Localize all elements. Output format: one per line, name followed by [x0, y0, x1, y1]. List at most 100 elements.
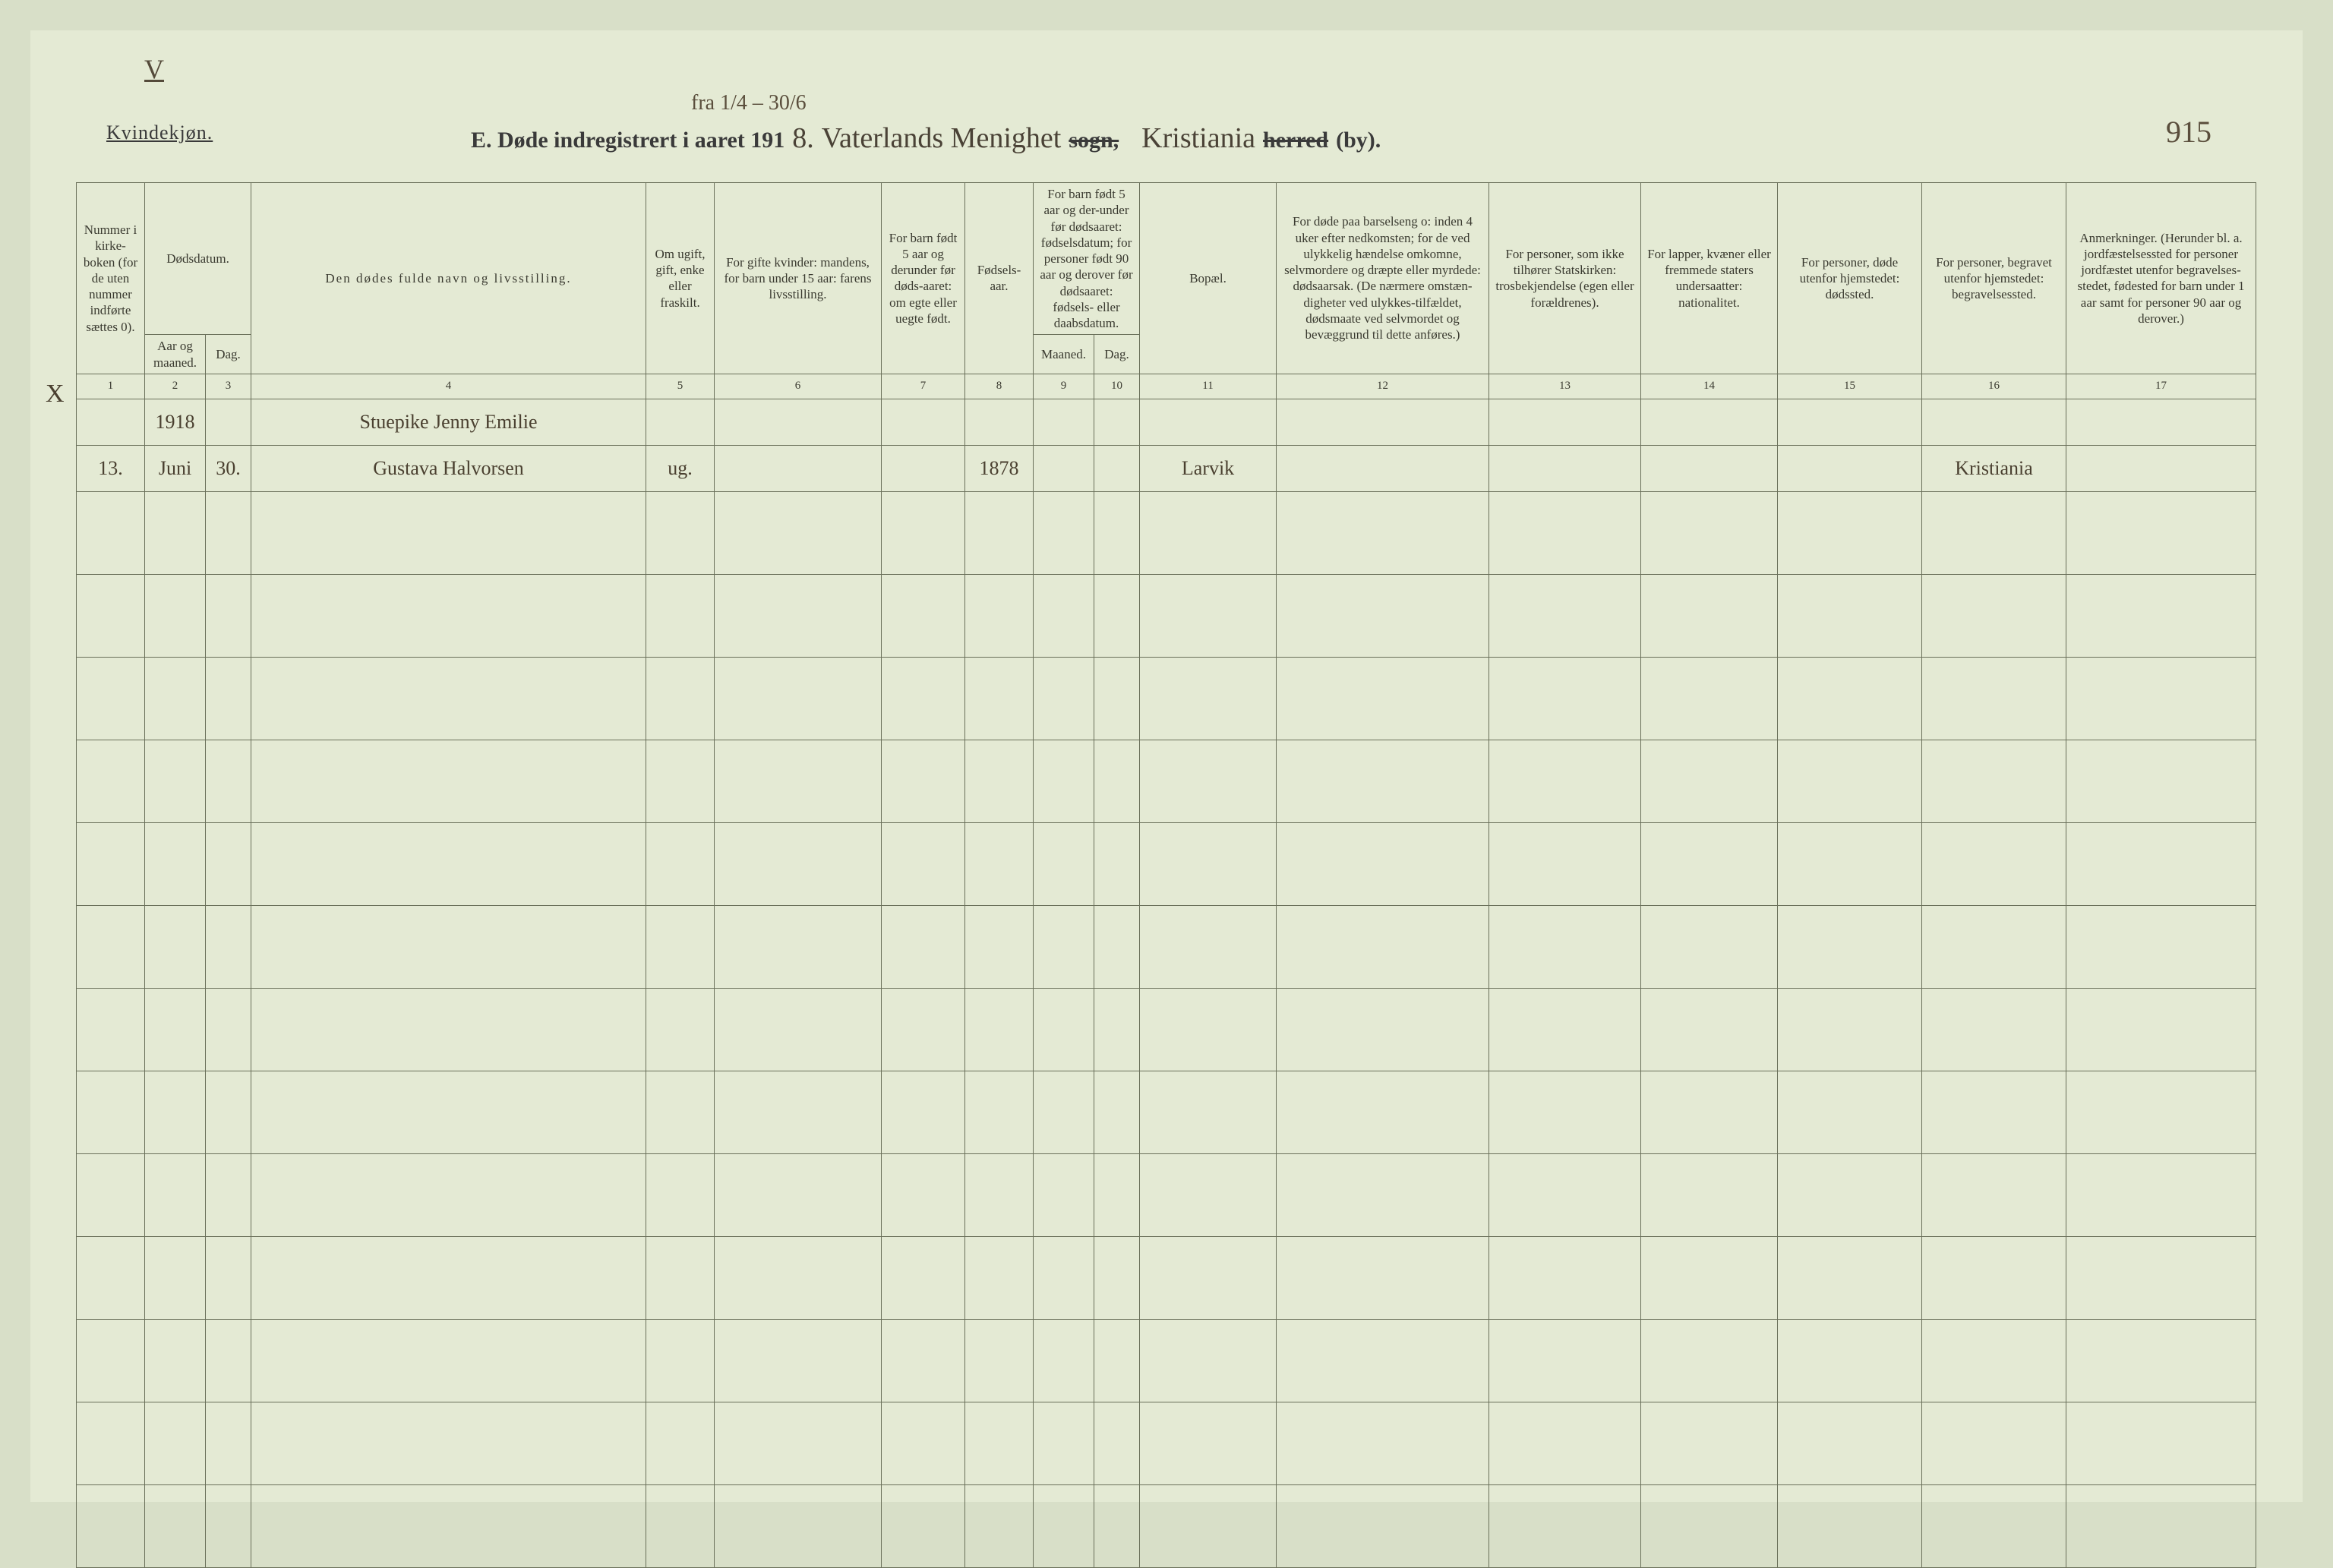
- cell-blank: [1922, 988, 2066, 1071]
- cell-residence: Larvik: [1140, 445, 1277, 491]
- cell-blank: [1094, 822, 1140, 905]
- cell-blank: [1778, 1484, 1922, 1567]
- cell-blank: [1140, 740, 1277, 822]
- col-sub-day: Dag.: [206, 335, 251, 374]
- cell-blank: [145, 988, 206, 1071]
- gender-label: Kvindekjøn.: [106, 121, 213, 144]
- column-numbers-row: 1 2 3 4 5 6 7 8 9 10 11 12 13 14 15 16 1…: [77, 374, 2256, 399]
- cell-blank: [1140, 905, 1277, 988]
- cell-blank: [2066, 822, 2256, 905]
- cell-blank: [965, 491, 1034, 574]
- cell-blank: [1489, 988, 1641, 1071]
- cell-blank: [1641, 491, 1778, 574]
- cell-blank: [1034, 822, 1094, 905]
- cell-blank: [206, 1319, 251, 1402]
- cell-death_place: [1778, 399, 1922, 445]
- cell-blank: [1641, 574, 1778, 657]
- cell-blank: [1277, 1153, 1489, 1236]
- cell-blank: [1034, 988, 1094, 1071]
- cell-blank: [1489, 574, 1641, 657]
- col-header-marital: Om ugift, gift, enke eller fraskilt.: [646, 183, 715, 374]
- cell-blank: [251, 1484, 646, 1567]
- cell-blank: [145, 491, 206, 574]
- cell-blank: [1922, 1236, 2066, 1319]
- cell-blank: [715, 657, 882, 740]
- cell-blank: [715, 1402, 882, 1484]
- cell-blank: [715, 1484, 882, 1567]
- col-sub-birth-day: Dag.: [1094, 335, 1140, 374]
- colnum: 15: [1778, 374, 1922, 399]
- cell-blank: [715, 822, 882, 905]
- col-header-birth-date: For barn født 5 aar og der-under før død…: [1034, 183, 1140, 335]
- cell-blank: [77, 574, 145, 657]
- cell-blank: [646, 988, 715, 1071]
- cell-blank: [1140, 1071, 1277, 1153]
- cell-blank: [1034, 1153, 1094, 1236]
- cell-blank: [1778, 1071, 1922, 1153]
- cell-birth_month: [1034, 445, 1094, 491]
- col-header-cause: For døde paa barselseng o: inden 4 uker …: [1277, 183, 1489, 374]
- cell-blank: [1778, 1319, 1922, 1402]
- cell-blank: [2066, 1484, 2256, 1567]
- cell-blank: [77, 1236, 145, 1319]
- cell-name: Stuepike Jenny Emilie: [251, 399, 646, 445]
- cell-blank: [882, 657, 965, 740]
- cell-birth_month: [1034, 399, 1094, 445]
- cell-blank: [1094, 1071, 1140, 1153]
- cell-day: [206, 399, 251, 445]
- cell-blank: [1034, 1484, 1094, 1567]
- cell-blank: [1277, 988, 1489, 1071]
- cell-blank: [1641, 822, 1778, 905]
- cell-blank: [965, 1484, 1034, 1567]
- cell-blank: [715, 740, 882, 822]
- col-header-burial-place: For personer, begravet utenfor hjemstede…: [1922, 183, 2066, 374]
- colnum: 16: [1922, 374, 2066, 399]
- cell-year_month: 1918: [145, 399, 206, 445]
- colnum: 17: [2066, 374, 2256, 399]
- cell-blank: [882, 1153, 965, 1236]
- cell-blank: [1489, 1484, 1641, 1567]
- cell-num: 13.: [77, 445, 145, 491]
- cell-blank: [1778, 822, 1922, 905]
- cell-blank: [1778, 574, 1922, 657]
- page-number: 915: [2166, 114, 2211, 150]
- cell-blank: [1277, 657, 1489, 740]
- cell-blank: [882, 1319, 965, 1402]
- cell-blank: [1277, 905, 1489, 988]
- colnum: 12: [1277, 374, 1489, 399]
- table-row-blank: [77, 740, 2256, 822]
- col-header-birth-year: Fødsels-aar.: [965, 183, 1034, 374]
- cell-blank: [882, 740, 965, 822]
- cell-blank: [145, 1402, 206, 1484]
- cell-blank: [646, 1236, 715, 1319]
- cell-blank: [1034, 657, 1094, 740]
- by-label: (by).: [1336, 128, 1381, 153]
- cell-birth_day: [1094, 445, 1140, 491]
- cell-blank: [1778, 740, 1922, 822]
- cell-blank: [1489, 822, 1641, 905]
- cell-blank: [1034, 1319, 1094, 1402]
- cell-blank: [715, 1071, 882, 1153]
- cell-blank: [1641, 988, 1778, 1071]
- cell-blank: [882, 822, 965, 905]
- cell-blank: [1140, 1153, 1277, 1236]
- cell-blank: [206, 822, 251, 905]
- cell-blank: [2066, 988, 2256, 1071]
- cell-cause: [1277, 445, 1489, 491]
- cell-blank: [145, 1319, 206, 1402]
- cell-blank: [1140, 1236, 1277, 1319]
- col-header-spouse: For gifte kvinder: mandens, for barn und…: [715, 183, 882, 374]
- cell-blank: [1277, 1319, 1489, 1402]
- col-header-residence: Bopæl.: [1140, 183, 1277, 374]
- cell-blank: [1922, 1153, 2066, 1236]
- cell-blank: [145, 822, 206, 905]
- cell-blank: [1922, 905, 2066, 988]
- cell-blank: [1277, 740, 1489, 822]
- cell-blank: [1489, 1236, 1641, 1319]
- cell-blank: [965, 574, 1034, 657]
- cell-blank: [1140, 491, 1277, 574]
- cell-faith: [1489, 399, 1641, 445]
- cell-status: [646, 399, 715, 445]
- cell-blank: [715, 905, 882, 988]
- table-row-blank: [77, 988, 2256, 1071]
